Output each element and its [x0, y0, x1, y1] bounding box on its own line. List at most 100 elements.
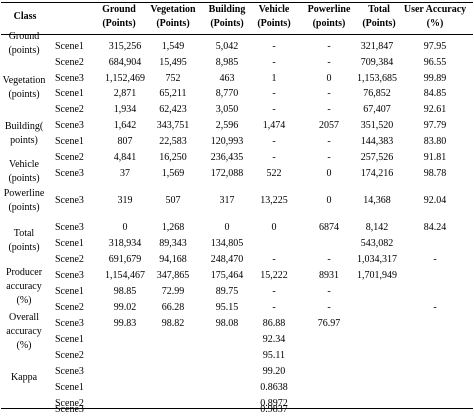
cell-ground: 1,642: [113, 120, 137, 131]
header-total: Total (Points): [362, 4, 396, 29]
scene-label: Scene3: [55, 366, 84, 377]
cell-vehicle: -: [272, 57, 276, 68]
cell-ground: 1,934: [113, 104, 137, 115]
cell-ground: 807: [117, 136, 133, 147]
header-user-accuracy: User Accuracy (%): [403, 4, 467, 29]
cell-vegetation: 1,569: [161, 168, 185, 179]
cell-vegetation: 343,751: [156, 120, 190, 131]
cell-powerline: -: [327, 57, 331, 68]
cell-ground: 0: [122, 222, 128, 233]
cell-vegetation: 1,549: [161, 41, 185, 52]
cell-vegetation: 65,211: [159, 88, 187, 99]
scene-label: Scene2: [55, 302, 84, 313]
cell-building: 2,596: [215, 120, 239, 131]
cell-user-accuracy: 97.95: [423, 41, 447, 52]
cell-ground: 318,934: [108, 238, 142, 249]
cell-total: 8,142: [365, 222, 389, 233]
cell-building: 5,042: [215, 41, 239, 52]
scene-label: Scene3: [55, 195, 84, 206]
group-label: Vegetation (points): [2, 75, 46, 100]
cell-building: 8,985: [215, 57, 239, 68]
cell-powerline: 6874: [319, 222, 339, 233]
cell-ground: 684,904: [108, 57, 142, 68]
cell-ground: 315,256: [108, 41, 142, 52]
cell-vegetation: 98.82: [161, 318, 185, 329]
cell-vehicle: -: [272, 136, 276, 147]
cell-vehicle: 1: [271, 73, 277, 84]
cell-vehicle: 92.34: [262, 334, 286, 345]
cell-vehicle: 0.8638: [260, 382, 288, 393]
cell-powerline: 8931: [319, 270, 339, 281]
cell-user-accuracy: 83.80: [423, 136, 447, 147]
cell-building: 248,470: [210, 254, 244, 265]
scene-label: Scene3: [55, 404, 84, 415]
scene-label: Scene1: [55, 382, 84, 393]
cell-ground: 2,871: [113, 88, 137, 99]
scene-label: Scene3: [55, 120, 84, 131]
table-header-rule: [1, 34, 473, 35]
cell-powerline: -: [327, 302, 331, 313]
cell-user-accuracy: 92.04: [423, 195, 447, 206]
cell-ground: 37: [120, 168, 130, 179]
cell-building: 172,088: [210, 168, 244, 179]
cell-building: 0: [224, 222, 230, 233]
cell-powerline: -: [327, 104, 331, 115]
cell-building: 89.75: [215, 286, 239, 297]
cell-total: 76,852: [363, 88, 391, 99]
cell-building: 8,770: [215, 88, 239, 99]
group-label: Overall accuracy (%): [6, 312, 42, 351]
header-class: Class: [13, 11, 37, 22]
cell-powerline: -: [327, 136, 331, 147]
cell-user-accuracy: 91.81: [423, 152, 447, 163]
cell-vegetation: 72.99: [161, 286, 185, 297]
group-label: Ground (points): [8, 31, 40, 56]
cell-powerline: 0: [326, 168, 332, 179]
cell-vegetation: 94,168: [159, 254, 187, 265]
cell-vehicle: 0: [271, 222, 277, 233]
group-label: Building( points): [4, 121, 44, 146]
header-vehicle: Vehicle (Points): [257, 4, 291, 29]
cell-total: 1,701,949: [357, 270, 397, 281]
cell-ground: 1,154,467: [105, 270, 145, 281]
cell-powerline: -: [327, 254, 331, 265]
cell-vegetation: 16,250: [159, 152, 187, 163]
scene-label: Scene2: [55, 398, 84, 409]
scene-label: Scene1: [55, 88, 84, 99]
cell-powerline: 2057: [319, 120, 339, 131]
scene-label: Scene1: [55, 136, 84, 147]
cell-ground: 319: [117, 195, 133, 206]
cell-ground: 4,841: [113, 152, 137, 163]
cell-vegetation: 1,268: [161, 222, 185, 233]
scene-label: Scene1: [55, 238, 84, 249]
cell-building: 236,435: [210, 152, 244, 163]
header-powerline: Powerline (points): [307, 4, 351, 29]
cell-building: 463: [219, 73, 235, 84]
cell-user-accuracy: 92.61: [423, 104, 447, 115]
scene-label: Scene3: [55, 73, 84, 84]
cell-powerline: -: [327, 41, 331, 52]
cell-vehicle: 15,222: [260, 270, 288, 281]
cell-user-accuracy: 98.78: [423, 168, 447, 179]
cell-powerline: -: [327, 286, 331, 297]
cell-total: 67,407: [363, 104, 391, 115]
cell-ground: 99.83: [113, 318, 137, 329]
cell-powerline: -: [327, 152, 331, 163]
cell-user-accuracy: 84.85: [423, 88, 447, 99]
cell-ground: 99.02: [113, 302, 137, 313]
cell-vehicle: 13,225: [260, 195, 288, 206]
group-label: Kappa: [10, 372, 38, 383]
cell-vehicle: 0.8972: [260, 398, 288, 409]
cell-vehicle: 0.9837: [260, 404, 288, 415]
cell-total: 321,847: [360, 41, 394, 52]
cell-vehicle: 522: [266, 168, 282, 179]
cell-ground: 98.85: [113, 286, 137, 297]
cell-user-accuracy: 96.55: [423, 57, 447, 68]
cell-vegetation: 89,343: [159, 238, 187, 249]
cell-building: 175,464: [210, 270, 244, 281]
scene-label: Scene1: [55, 334, 84, 345]
cell-total: 351,520: [360, 120, 394, 131]
cell-building: 98.08: [215, 318, 239, 329]
header-ground: Ground (Points): [102, 4, 136, 29]
scene-label: Scene2: [55, 350, 84, 361]
cell-total: 144,383: [360, 136, 394, 147]
